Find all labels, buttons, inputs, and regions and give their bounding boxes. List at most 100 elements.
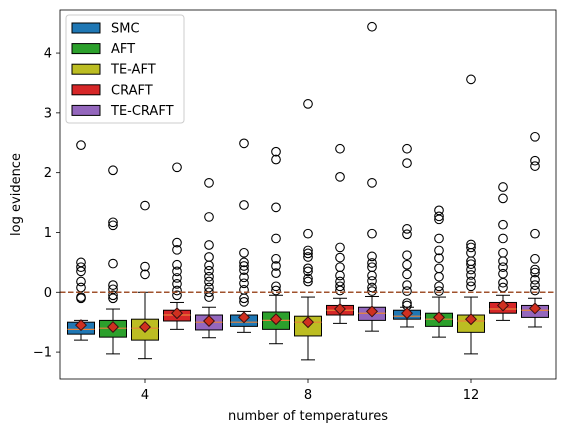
outlier-point bbox=[530, 131, 540, 142]
outlier-point bbox=[271, 146, 281, 157]
outlier-point bbox=[402, 224, 412, 234]
box-craft-4 bbox=[163, 162, 191, 330]
outlier-point bbox=[172, 237, 182, 248]
outlier-point bbox=[239, 297, 249, 307]
x-tick-label: 4 bbox=[141, 388, 149, 403]
legend-swatch bbox=[71, 43, 101, 55]
outlier-point bbox=[335, 281, 345, 292]
box-te-aft-12 bbox=[457, 74, 485, 355]
outlier-point bbox=[335, 172, 345, 182]
outlier-point bbox=[303, 263, 313, 274]
outlier-point bbox=[239, 272, 249, 283]
legend-swatch bbox=[71, 84, 101, 96]
outlier-point bbox=[108, 280, 118, 290]
mean-marker bbox=[365, 305, 379, 318]
outlier-point bbox=[367, 177, 377, 188]
outlier-point bbox=[434, 253, 444, 264]
outlier-point bbox=[402, 250, 412, 261]
outlier-point bbox=[434, 214, 444, 225]
box-craft-12 bbox=[489, 182, 517, 321]
y-tick-label: 1 bbox=[44, 226, 52, 241]
outlier-point bbox=[140, 269, 150, 280]
outlier-point bbox=[303, 273, 313, 284]
chart-marks bbox=[67, 21, 549, 361]
outlier-point bbox=[239, 293, 249, 304]
outlier-point bbox=[271, 253, 281, 264]
outlier-point bbox=[204, 260, 214, 271]
outlier-point bbox=[172, 266, 182, 277]
outlier-point bbox=[303, 276, 313, 287]
box-craft-8 bbox=[326, 143, 354, 324]
outlier-point bbox=[367, 251, 377, 262]
y-axis-label: log evidence bbox=[9, 153, 24, 236]
outlier-point bbox=[335, 285, 345, 296]
outlier-point bbox=[239, 261, 249, 271]
legend-frame bbox=[65, 14, 185, 124]
outlier-point bbox=[76, 293, 86, 304]
outlier-point bbox=[303, 228, 313, 239]
outlier-point bbox=[76, 266, 86, 277]
outlier-point bbox=[140, 261, 150, 272]
outlier-point bbox=[303, 252, 313, 262]
outlier-point bbox=[434, 281, 444, 292]
outlier-point bbox=[466, 281, 476, 292]
box-aft-8 bbox=[262, 146, 290, 345]
outlier-point bbox=[367, 228, 377, 239]
outlier-point bbox=[434, 271, 444, 282]
mean-marker bbox=[237, 311, 251, 324]
outlier-point bbox=[498, 256, 508, 267]
y-tick-label: 4 bbox=[44, 47, 52, 62]
legend-label: SMC bbox=[111, 22, 140, 37]
outlier-point bbox=[239, 247, 249, 258]
legend-swatch bbox=[71, 104, 101, 116]
outlier-point bbox=[303, 245, 313, 256]
outlier-point bbox=[76, 140, 86, 151]
mean-marker bbox=[106, 320, 120, 333]
mean-marker bbox=[400, 307, 414, 320]
outlier-point bbox=[498, 193, 508, 204]
legend-swatch bbox=[71, 63, 101, 75]
outlier-point bbox=[108, 217, 118, 228]
outlier-point bbox=[466, 259, 476, 270]
outlier-point bbox=[530, 155, 540, 166]
outlier-point bbox=[466, 270, 476, 280]
outlier-point bbox=[530, 161, 540, 171]
outlier-point bbox=[434, 211, 444, 222]
outlier-point bbox=[108, 258, 118, 269]
outlier-point bbox=[367, 276, 377, 286]
box-aft-4 bbox=[99, 165, 127, 355]
outlier-point bbox=[530, 228, 540, 239]
legend-swatch bbox=[71, 22, 101, 34]
outlier-point bbox=[367, 270, 377, 281]
outlier-point bbox=[530, 267, 540, 278]
box-smc-12 bbox=[393, 143, 421, 328]
outlier-point bbox=[498, 262, 508, 273]
outlier-point bbox=[530, 274, 540, 285]
outlier-point bbox=[108, 293, 118, 304]
outlier-point bbox=[335, 252, 345, 263]
outlier-point bbox=[367, 286, 377, 296]
y-tick-label: −1 bbox=[33, 346, 52, 361]
mean-marker bbox=[528, 302, 542, 315]
outlier-point bbox=[367, 21, 377, 32]
legend-label: CRAFT bbox=[111, 83, 153, 98]
outlier-point bbox=[172, 285, 182, 296]
outlier-point bbox=[140, 200, 150, 211]
outlier-point bbox=[239, 265, 249, 276]
box-te-aft-8 bbox=[294, 99, 322, 361]
outlier-point bbox=[271, 233, 281, 244]
mean-marker bbox=[496, 299, 510, 312]
outlier-point bbox=[402, 158, 412, 168]
outlier-point bbox=[530, 253, 540, 264]
outlier-point bbox=[172, 273, 182, 283]
outlier-point bbox=[367, 258, 377, 268]
legend-label: TE-CRAFT bbox=[110, 104, 174, 119]
outlier-point bbox=[108, 220, 118, 231]
outlier-point bbox=[271, 285, 281, 296]
outlier-point bbox=[271, 154, 281, 165]
box-te-craft-12 bbox=[521, 131, 549, 328]
y-tick-label: 0 bbox=[44, 286, 52, 301]
outlier-point bbox=[239, 138, 249, 149]
outlier-point bbox=[402, 259, 412, 270]
